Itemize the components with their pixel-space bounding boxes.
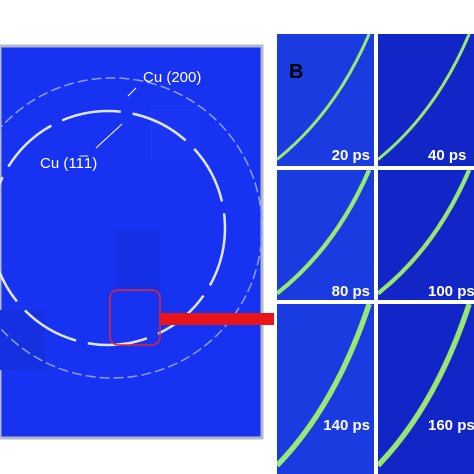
pointer — [95, 123, 123, 149]
panel-label: B — [289, 61, 303, 83]
diffraction-arc — [277, 304, 372, 468]
time-series-panel: 20 ps 40 ps 80 ps 100 ps 140 ps 160 ps — [274, 30, 474, 474]
rings — [0, 77, 262, 379]
ring-label: Cu (11̅1) — [40, 155, 97, 172]
tile-label: 40 ps — [428, 147, 466, 164]
tile: 100 ps — [378, 170, 474, 300]
tile: 140 ps — [277, 304, 374, 474]
ring-label: Cu (200) — [143, 69, 201, 86]
tile: 160 ps — [378, 304, 474, 474]
tile-label: 80 ps — [332, 283, 370, 300]
tile-label: 160 ps — [428, 417, 474, 434]
tile: 20 ps — [277, 34, 374, 166]
diffraction-arc — [378, 170, 472, 296]
tile: 40 ps — [378, 34, 474, 166]
diffraction-panel: Cu (200) Cu (11̅1) — [0, 44, 264, 440]
diffraction-arc — [378, 304, 472, 468]
diffraction-arc — [277, 170, 372, 296]
tile: 80 ps — [277, 170, 374, 300]
ring-200 — [0, 77, 262, 379]
pointer — [127, 87, 137, 97]
ring-111 — [0, 109, 227, 347]
tile-label: 100 ps — [428, 283, 474, 300]
diffraction-arc — [378, 34, 471, 161]
diffraction-arc — [277, 34, 371, 161]
tile-label: 20 ps — [332, 147, 370, 164]
tile-label: 140 ps — [323, 417, 370, 434]
